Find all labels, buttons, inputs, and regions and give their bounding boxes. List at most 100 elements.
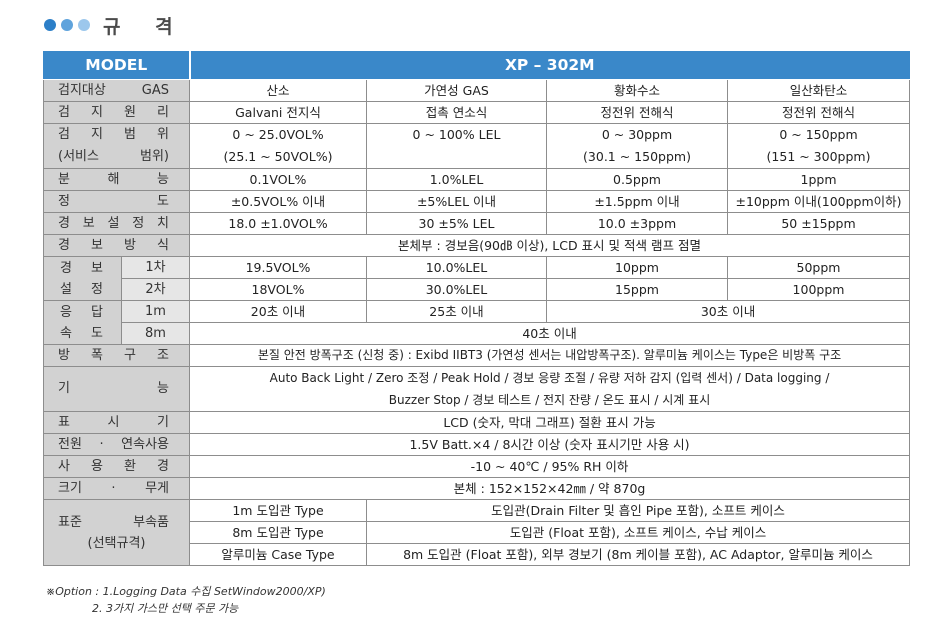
cell: 1ppm: [726, 168, 911, 191]
cell: 본체부 : 경보음(90㏈ 이상), LCD 표시 및 적색 램프 점멸: [188, 234, 911, 257]
row-label: 전원 · 연속사용: [43, 433, 190, 456]
cell: 25초 이내: [366, 300, 547, 323]
model-label: MODEL: [43, 51, 191, 80]
row-label-text: (선택규격): [87, 535, 146, 551]
cell: ±10ppm 이내(100ppm이하): [726, 190, 911, 213]
cell: 18VOL%: [189, 278, 367, 301]
cell: 본체 : 152×152×42㎜ / 약 870g: [188, 477, 911, 500]
table-row: 전원 · 연속사용 1.5V Batt.×4 / 8시간 이상 (숫자 표시기만 사…: [43, 433, 911, 456]
cell: 1.0%LEL: [366, 168, 547, 191]
cell: Auto Back Light / Zero 조정 / Peak Hold / …: [188, 366, 911, 412]
row-label-text: 검지대상 GAS: [58, 83, 169, 98]
cell-line: Buzzer Stop / 경보 테스트 / 전지 잔량 / 온도 표시 / 시…: [388, 393, 711, 407]
cell: ±1.5ppm 이내: [546, 190, 728, 213]
cell: 황화수소: [546, 79, 728, 102]
cell: 0.1VOL%: [189, 168, 367, 191]
cell: 40초 이내: [188, 322, 911, 345]
cell: 10.0 ±3ppm: [546, 212, 728, 235]
cell-line: 0 ~ 25.0VOL%: [232, 127, 324, 142]
cell: ±0.5VOL% 이내: [189, 190, 367, 213]
cell: 15ppm: [546, 278, 728, 301]
row-label: 검지대상 GAS: [43, 79, 190, 102]
cell: 가연성 GAS: [366, 79, 547, 102]
sub-label: 1차: [121, 256, 190, 279]
cell: 정전위 전해식: [726, 101, 911, 124]
cell-line: (25.1 ~ 50VOL%): [223, 149, 333, 164]
cell: 본질 안전 방폭구조 (신청 중) : Exibd IIBT3 (가연성 센서는…: [188, 344, 911, 367]
table-header-row: MODEL XP – 302M: [43, 51, 911, 80]
cell: 10ppm: [546, 256, 728, 279]
cell: 1.5V Batt.×4 / 8시간 이상 (숫자 표시기만 사용 시): [188, 433, 911, 456]
table-row: 크기 · 무게 본체 : 152×152×42㎜ / 약 870g: [43, 477, 911, 500]
accessory-value: 도입관(Drain Filter 및 흡인 Pipe 포함), 소프트 케이스: [365, 499, 911, 522]
cell: 0.5ppm: [546, 168, 728, 191]
option-note-2: 2. 3가지 가스만 선택 주문 가능: [92, 602, 239, 615]
cell: 정전위 전해식: [546, 101, 728, 124]
cell: 0 ~ 100% LEL: [366, 123, 547, 169]
accessory-type: 알루미늄 Case Type: [189, 543, 367, 566]
spec-table: MODEL XP – 302M 검지대상 GAS 산소 가연성 GAS 황화수소 …: [43, 51, 911, 566]
table-row: 알루미늄 Case Type 8m 도입관 (Float 포함), 외부 경보기…: [44, 543, 911, 566]
bullet-dot-icon: [44, 19, 56, 31]
row-label-text: (서비스 범위): [58, 149, 169, 164]
sub-label: 2차: [121, 278, 190, 301]
option-note-1: ※Option : 1.Logging Data 수집 SetWindow200…: [46, 585, 326, 598]
cell: 0 ~ 150ppm (151 ~ 300ppm): [726, 123, 911, 169]
table-row: 8m 40초 이내: [44, 322, 911, 345]
accessory-type: 8m 도입관 Type: [189, 521, 367, 544]
cell: ±5%LEL 이내: [366, 190, 547, 213]
accessory-value: 도입관 (Float 포함), 소프트 케이스, 수납 케이스: [365, 521, 911, 544]
cell: 산소: [189, 79, 367, 102]
cell: 접촉 연소식: [366, 101, 547, 124]
cell: 20초 이내: [189, 300, 367, 323]
cell-line: Auto Back Light / Zero 조정 / Peak Hold / …: [269, 371, 830, 385]
table-row: 검지대상 GAS 산소 가연성 GAS 황화수소 일산화탄소: [43, 79, 911, 102]
cell: 100ppm: [726, 278, 911, 301]
bullet-dot-icon: [78, 19, 90, 31]
cell: Galvani 전지식: [189, 101, 367, 124]
cell: 30.0%LEL: [366, 278, 547, 301]
cell: 0 ~ 25.0VOL% (25.1 ~ 50VOL%): [189, 123, 367, 169]
cell: LCD (숫자, 막대 그래프) 절환 표시 가능: [188, 411, 911, 434]
cell-line: (151 ~ 300ppm): [766, 149, 871, 164]
cell: 30초 이내: [545, 300, 911, 323]
cell: 30 ±5% LEL: [366, 212, 547, 235]
table-row: 2차 18VOL% 30.0%LEL 15ppm 100ppm: [44, 278, 911, 301]
row-label-text: 전원 · 연속사용: [58, 437, 169, 452]
cell: 50ppm: [726, 256, 911, 279]
cell: 50 ±15ppm: [726, 212, 911, 235]
row-label-text: 표준 부속품: [58, 514, 169, 530]
cell-line: 0 ~ 150ppm: [779, 127, 858, 142]
cell: 일산화탄소: [726, 79, 911, 102]
table-row: 표준 부속품 (선택규격) 1m 도입관 Type 도입관(Drain Filte…: [43, 499, 911, 566]
cell: 0 ~ 30ppm (30.1 ~ 150ppm): [546, 123, 728, 169]
